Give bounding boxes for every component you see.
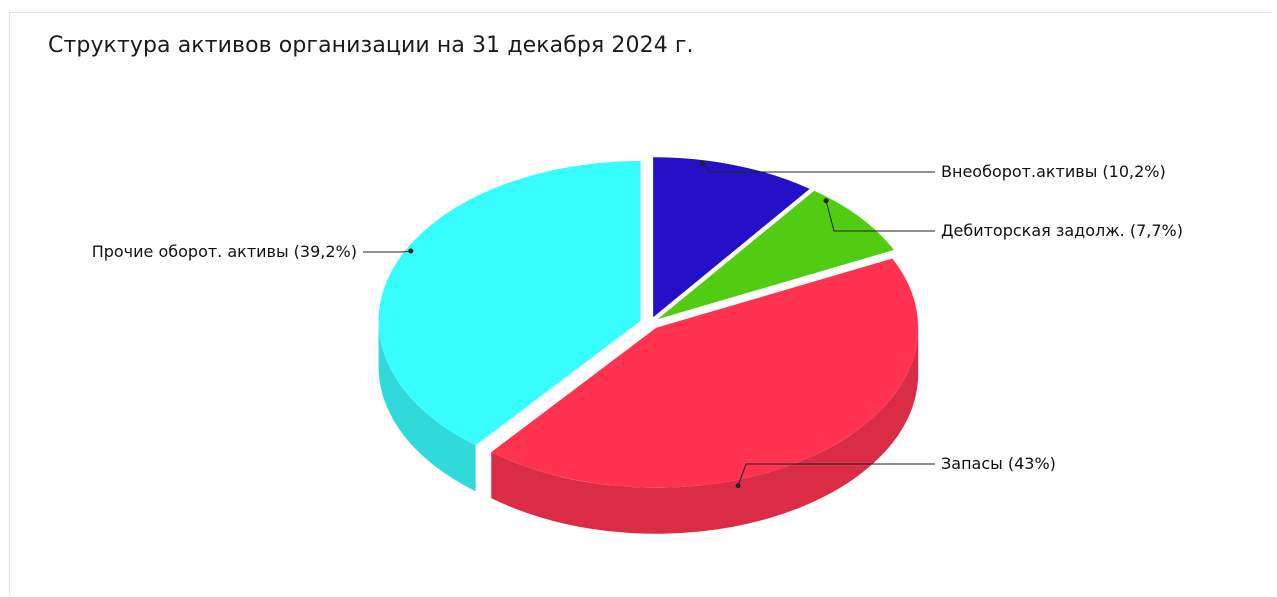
slice-label: Дебиторская задолж. (7,7%) <box>941 221 1183 240</box>
pie-slice <box>657 190 894 320</box>
slice-label: Запасы (43%) <box>941 454 1056 473</box>
data-labels: Внеоборот.активы (10,2%) Дебиторская задо… <box>92 162 1183 473</box>
pie-slices <box>378 157 919 488</box>
leader-line <box>701 162 935 173</box>
pie-slice-side <box>378 320 476 492</box>
leader-lines <box>363 160 935 489</box>
pie-3d-walls <box>378 320 919 534</box>
pie-slice <box>378 160 641 446</box>
leader-arrow <box>823 198 829 204</box>
leader-line <box>825 200 935 232</box>
slice-label: Прочие оборот. активы (39,2%) <box>92 242 357 261</box>
leader-arrow <box>408 248 414 254</box>
pie-slice-side <box>491 327 919 534</box>
pie-slice <box>491 258 919 488</box>
leader-arrow <box>735 483 741 489</box>
pie-slice <box>653 157 810 318</box>
leader-line <box>737 463 935 486</box>
slice-label: Внеоборот.активы (10,2%) <box>941 162 1166 181</box>
chart-title: Структура активов организации на 31 дека… <box>48 33 694 58</box>
leader-line <box>363 250 411 253</box>
leader-arrow <box>699 160 705 166</box>
